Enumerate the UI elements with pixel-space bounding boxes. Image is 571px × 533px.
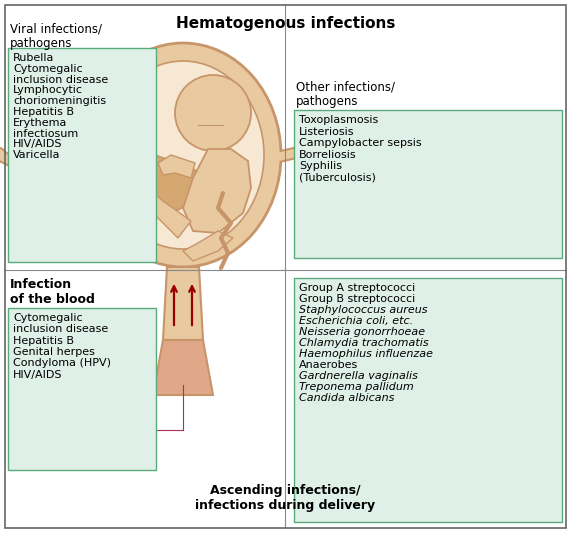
Text: HIV/AIDS: HIV/AIDS	[13, 140, 62, 149]
Text: Ascending infections/
infections during delivery: Ascending infections/ infections during …	[195, 484, 376, 512]
Text: Candida albicans: Candida albicans	[299, 393, 395, 403]
Text: Gardnerella vaginalis: Gardnerella vaginalis	[299, 372, 418, 381]
Text: Cytomegalic: Cytomegalic	[13, 64, 83, 74]
Text: Group A streptococci: Group A streptococci	[299, 283, 415, 293]
Circle shape	[175, 75, 251, 151]
Text: Syphilis: Syphilis	[299, 161, 342, 172]
Text: Listeriosis: Listeriosis	[299, 127, 355, 136]
Text: Neisseria gonorrhoeae: Neisseria gonorrhoeae	[299, 327, 425, 337]
Text: Group B streptococci: Group B streptococci	[299, 294, 415, 304]
Text: Other infections/
pathogens: Other infections/ pathogens	[296, 80, 395, 108]
Text: Genital herpes: Genital herpes	[13, 347, 95, 357]
Text: Campylobacter sepsis: Campylobacter sepsis	[299, 138, 421, 148]
Text: (Tuberculosis): (Tuberculosis)	[299, 173, 376, 183]
Polygon shape	[105, 140, 201, 213]
Text: choriomeningitis: choriomeningitis	[13, 96, 106, 106]
Text: Hepatitis B: Hepatitis B	[13, 336, 74, 346]
Polygon shape	[183, 149, 251, 233]
Polygon shape	[158, 155, 195, 178]
Text: Lymphocytic: Lymphocytic	[13, 85, 83, 95]
Polygon shape	[163, 267, 203, 340]
Text: inclusion disease: inclusion disease	[13, 325, 108, 334]
Text: Staphylococcus aureus: Staphylococcus aureus	[299, 305, 428, 315]
Text: Anaerobes: Anaerobes	[299, 360, 358, 370]
Ellipse shape	[85, 43, 281, 267]
Text: inclusion disease: inclusion disease	[13, 75, 108, 85]
Polygon shape	[183, 231, 233, 261]
Text: infectiosum: infectiosum	[13, 128, 78, 139]
Text: Borreliosis: Borreliosis	[299, 150, 357, 160]
Text: Erythema: Erythema	[13, 118, 67, 128]
Text: Infection
of the blood: Infection of the blood	[10, 278, 95, 306]
Text: Chlamydia trachomatis: Chlamydia trachomatis	[299, 338, 429, 348]
Text: Viral infections/
pathogens: Viral infections/ pathogens	[10, 22, 102, 50]
Text: Haemophilus influenzae: Haemophilus influenzae	[299, 349, 433, 359]
Text: Hepatitis B: Hepatitis B	[13, 107, 74, 117]
Polygon shape	[153, 340, 213, 395]
FancyBboxPatch shape	[294, 110, 562, 258]
FancyBboxPatch shape	[294, 278, 562, 522]
Text: HIV/AIDS: HIV/AIDS	[13, 370, 62, 380]
Text: Hematogenous infections: Hematogenous infections	[176, 16, 395, 31]
Ellipse shape	[102, 61, 264, 249]
Text: Condyloma (HPV): Condyloma (HPV)	[13, 358, 111, 368]
FancyBboxPatch shape	[8, 308, 156, 470]
Text: Rubella: Rubella	[13, 53, 54, 63]
FancyBboxPatch shape	[8, 48, 156, 262]
Text: Toxoplasmosis: Toxoplasmosis	[299, 115, 378, 125]
Text: Escherichia coli, etc.: Escherichia coli, etc.	[299, 316, 413, 326]
Text: Cytomegalic: Cytomegalic	[13, 313, 83, 323]
Text: Treponema pallidum: Treponema pallidum	[299, 382, 414, 392]
Text: Varicella: Varicella	[13, 150, 61, 160]
Polygon shape	[145, 191, 191, 238]
